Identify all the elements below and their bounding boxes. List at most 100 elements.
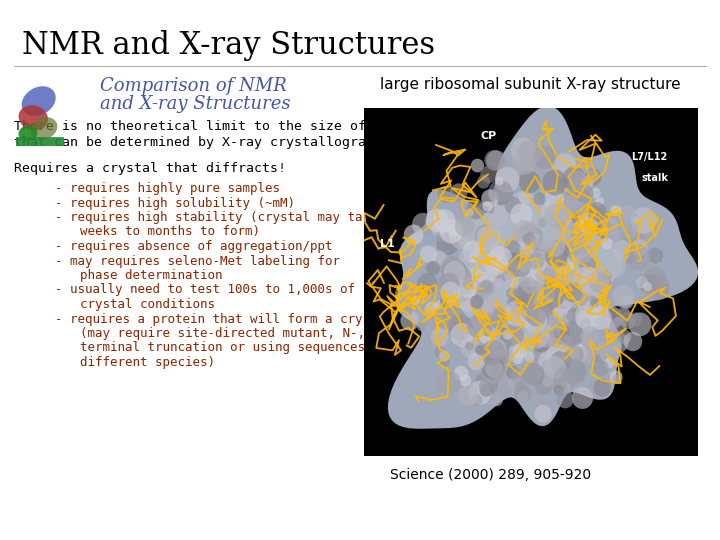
Circle shape [481,190,499,207]
Circle shape [631,207,656,234]
Circle shape [502,324,523,347]
Circle shape [439,286,454,302]
Circle shape [521,277,537,294]
Circle shape [426,301,438,315]
Circle shape [436,232,459,255]
Circle shape [534,327,551,346]
Circle shape [482,213,495,226]
Circle shape [490,266,507,284]
Circle shape [487,293,501,306]
Circle shape [559,258,567,267]
Circle shape [526,305,546,326]
Circle shape [541,301,554,314]
Circle shape [441,256,464,281]
Circle shape [540,270,552,282]
Circle shape [571,345,588,362]
Circle shape [524,299,534,308]
Circle shape [511,369,526,384]
Circle shape [518,263,537,282]
Text: weeks to months to form): weeks to months to form) [65,226,260,239]
Circle shape [564,285,581,302]
Circle shape [530,234,540,244]
Circle shape [468,381,491,405]
Circle shape [404,225,423,245]
Circle shape [439,350,450,362]
Circle shape [521,304,539,322]
Circle shape [518,141,541,165]
Circle shape [505,301,529,327]
Circle shape [529,252,539,262]
Circle shape [486,205,508,227]
Circle shape [528,305,552,328]
Circle shape [533,335,549,353]
Circle shape [495,177,503,185]
Circle shape [582,176,594,188]
Circle shape [518,260,531,272]
Circle shape [474,371,498,396]
Circle shape [505,197,522,214]
Circle shape [525,261,537,274]
Circle shape [601,237,613,249]
Circle shape [480,350,503,374]
Circle shape [462,240,485,263]
Circle shape [458,337,467,347]
Circle shape [479,380,490,392]
Circle shape [475,256,500,281]
Circle shape [521,308,540,328]
Circle shape [474,224,498,249]
Circle shape [539,333,552,348]
Circle shape [417,313,433,330]
Circle shape [426,208,448,232]
Circle shape [544,356,566,379]
Circle shape [546,259,570,284]
Circle shape [611,206,620,215]
Circle shape [520,259,541,282]
Circle shape [584,267,596,279]
Circle shape [449,224,474,249]
Circle shape [482,360,504,384]
Circle shape [620,295,634,309]
Circle shape [457,278,469,291]
Circle shape [466,208,474,217]
Circle shape [482,326,492,337]
Circle shape [588,170,599,181]
Circle shape [470,295,483,309]
Ellipse shape [19,105,48,131]
Circle shape [579,345,596,363]
Circle shape [484,340,510,366]
Circle shape [516,270,526,281]
Circle shape [472,294,496,319]
Circle shape [517,275,534,293]
Circle shape [462,268,486,293]
Circle shape [519,235,534,251]
Text: - requires a protein that will form a crystal: - requires a protein that will form a cr… [55,313,392,326]
Circle shape [534,405,552,423]
Circle shape [593,354,601,363]
Circle shape [519,243,534,258]
Circle shape [580,327,599,347]
Circle shape [504,240,521,258]
Circle shape [579,291,597,309]
Circle shape [458,235,469,246]
Circle shape [559,343,569,353]
Circle shape [511,138,536,163]
Circle shape [508,376,521,389]
Circle shape [582,267,598,285]
Circle shape [451,323,474,347]
Circle shape [431,222,446,237]
Circle shape [552,222,571,241]
Circle shape [505,264,521,280]
Text: L1: L1 [380,239,395,249]
Circle shape [603,269,612,280]
Circle shape [517,390,528,403]
Circle shape [593,379,611,397]
Circle shape [584,299,603,319]
Circle shape [648,247,663,264]
Circle shape [535,377,552,395]
Circle shape [477,251,497,272]
Circle shape [503,261,526,285]
Circle shape [440,282,461,303]
Circle shape [570,259,588,278]
Circle shape [612,206,622,215]
Circle shape [552,153,577,179]
